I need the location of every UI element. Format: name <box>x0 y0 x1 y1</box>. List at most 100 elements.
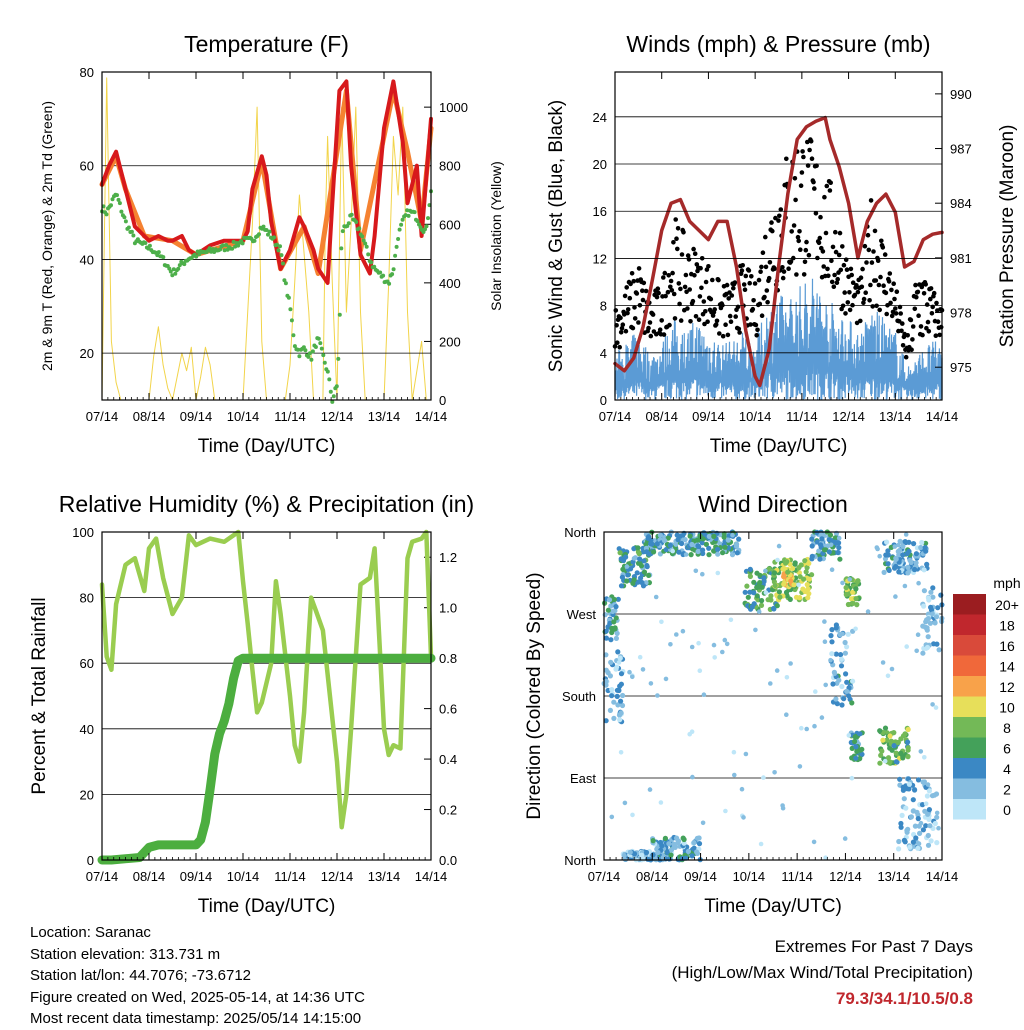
direction-point <box>832 539 838 545</box>
gust-point <box>763 264 769 270</box>
direction-point <box>715 570 721 576</box>
direction-point <box>801 576 807 582</box>
extremes-box: Extremes For Past 7 Days (High/Low/Max W… <box>672 934 973 1012</box>
dewpoint-point <box>147 243 152 248</box>
speed-legend-swatch <box>953 778 986 799</box>
direction-point <box>610 608 616 615</box>
dewpoint-point <box>283 281 288 286</box>
direction-point <box>743 751 749 757</box>
direction-point <box>785 569 791 575</box>
direction-point <box>758 841 764 847</box>
gust-point <box>893 306 898 311</box>
gust-point <box>650 312 656 317</box>
direction-point <box>913 835 919 841</box>
direction-point <box>607 620 613 627</box>
gust-point <box>832 272 837 278</box>
direction-point <box>919 539 925 546</box>
gust-point <box>748 322 753 327</box>
direction-point <box>614 630 620 637</box>
dewpoint-point <box>303 348 308 353</box>
direction-point <box>918 544 924 551</box>
direction-point <box>695 548 701 555</box>
gust-point <box>931 290 937 296</box>
direction-point <box>630 812 635 818</box>
dewpoint-point <box>291 333 296 338</box>
direction-point <box>634 570 640 576</box>
direction-point <box>761 579 767 585</box>
direction-x-tick-label: 12/14 <box>829 869 862 884</box>
direction-point <box>722 544 728 550</box>
speed-legend-swatch <box>953 594 986 615</box>
direction-point <box>761 775 766 780</box>
dewpoint-point <box>381 273 386 278</box>
direction-point <box>893 750 899 756</box>
temp-y2-axis-label: Solar Insolation (Yellow) <box>488 161 504 311</box>
direction-point <box>853 586 859 592</box>
dewpoint-point <box>400 217 405 222</box>
direction-point <box>918 749 924 754</box>
gust-point <box>818 214 823 220</box>
direction-y-tick-label: South <box>562 689 596 704</box>
gust-point <box>812 186 817 191</box>
direction-point <box>792 561 798 567</box>
direction-point <box>903 805 909 811</box>
gust-point <box>727 313 733 319</box>
gust-point <box>762 294 767 300</box>
gust-point <box>646 325 651 331</box>
direction-point <box>761 575 767 581</box>
direction-y-tick-label: East <box>570 771 596 786</box>
dewpoint-point <box>354 220 359 224</box>
dewpoint-point <box>331 394 336 399</box>
direction-point <box>647 787 653 792</box>
gust-point <box>659 318 664 323</box>
direction-point <box>631 851 638 857</box>
direction-point <box>905 570 911 576</box>
station-pressure-line <box>613 115 944 388</box>
direction-point <box>921 567 927 573</box>
direction-point <box>711 533 717 540</box>
dewpoint-point <box>330 399 335 404</box>
dewpoint-point <box>279 253 284 258</box>
direction-point <box>912 787 918 793</box>
direction-point <box>833 625 839 631</box>
direction-point <box>603 718 609 724</box>
direction-point <box>928 838 934 844</box>
gust-point <box>777 213 782 219</box>
dewpoint-point <box>276 248 281 253</box>
rh-y2-tick-label: 0.2 <box>439 803 457 818</box>
dewpoint-point <box>391 267 396 272</box>
gust-point <box>686 257 692 262</box>
direction-point <box>732 772 737 778</box>
direction-point <box>609 693 615 699</box>
gust-point <box>716 277 721 283</box>
direction-point <box>889 747 895 753</box>
direction-point <box>805 586 811 592</box>
direction-point <box>706 533 712 540</box>
gust-point <box>753 322 759 328</box>
gust-point <box>708 296 714 302</box>
rh-x-tick-label: 09/14 <box>180 869 213 884</box>
direction-point <box>849 775 855 781</box>
rh-y2-tick-label: 1.0 <box>439 601 457 616</box>
direction-point <box>927 620 934 626</box>
gust-point <box>678 318 684 323</box>
dewpoint-point <box>129 229 134 234</box>
direction-point <box>676 549 682 555</box>
rh-y-tick-label: 80 <box>80 591 94 606</box>
dewpoint-point <box>110 197 115 202</box>
direction-point <box>847 577 852 582</box>
gust-point <box>854 283 859 288</box>
wind-x-tick-label: 11/14 <box>786 409 818 424</box>
rh-x-tick-label: 07/14 <box>86 869 119 884</box>
rh-y-tick-label: 100 <box>72 525 94 540</box>
gust-point <box>725 332 731 338</box>
dewpoint-point <box>396 237 401 241</box>
direction-point <box>640 667 646 672</box>
dewpoint-point <box>177 263 182 268</box>
gust-point <box>816 240 822 246</box>
direction-point <box>651 549 657 555</box>
wind-title: Winds (mph) & Pressure (mb) <box>626 31 930 57</box>
direction-point <box>609 629 615 636</box>
gust-point <box>615 340 620 346</box>
dewpoint-point <box>222 248 227 253</box>
